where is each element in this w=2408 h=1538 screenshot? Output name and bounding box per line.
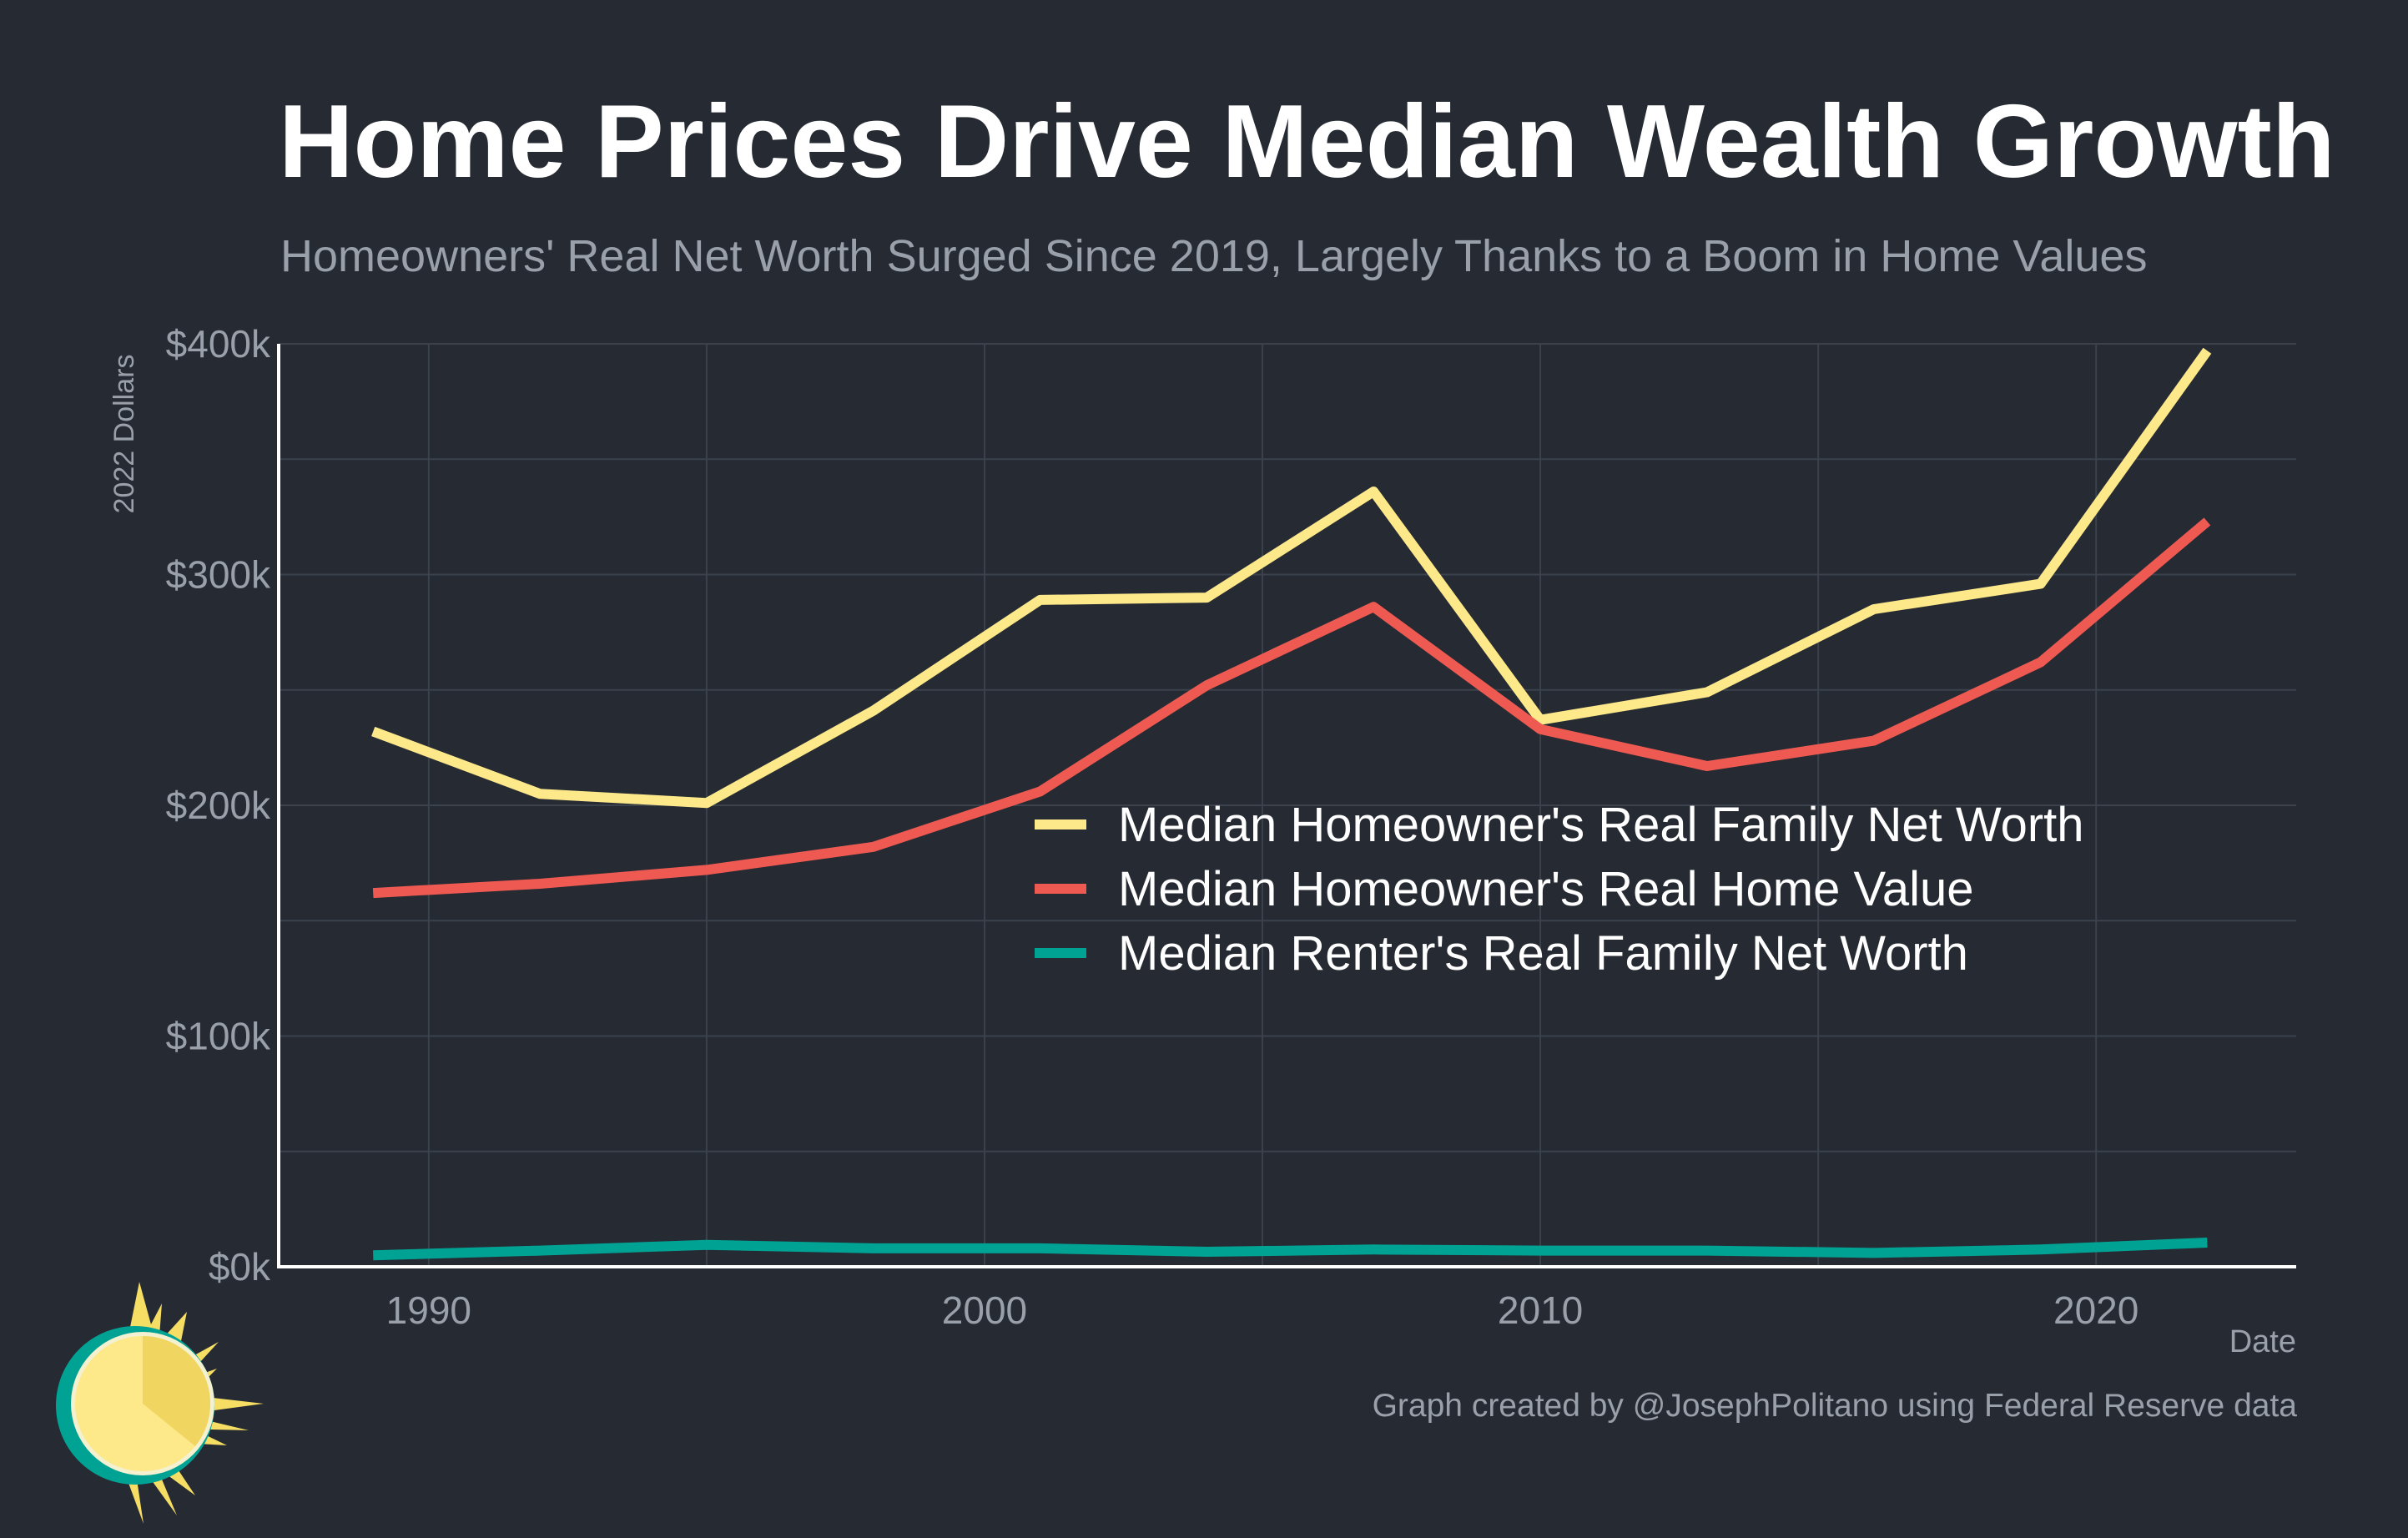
legend-label: Median Homeowner's Real Family Net Worth: [1118, 798, 2084, 852]
legend: Median Homeowner's Real Family Net Worth…: [1035, 798, 2084, 981]
source-caption: Graph created by @JosephPolitano using F…: [1372, 1388, 2297, 1424]
y-axis-label: 2022 Dollars: [108, 355, 140, 514]
y-tick-label: $300k: [166, 553, 271, 597]
legend-label: Median Renter's Real Family Net Worth: [1118, 926, 1968, 981]
chart-title: Home Prices Drive Median Wealth Growth: [279, 84, 2335, 199]
series-line-2: [372, 517, 2211, 899]
series-line-3: [373, 1238, 2208, 1261]
sun-logo-icon: [56, 1282, 264, 1524]
legend-label: Median Homeowner's Real Home Value: [1118, 862, 1973, 916]
series-line-1: [371, 347, 2212, 809]
x-tick-label: 2000: [942, 1288, 1027, 1332]
y-tick-label: $400k: [166, 322, 271, 366]
chart-subtitle: Homeowners' Real Net Worth Surged Since …: [280, 231, 2148, 281]
x-tick-label: 2020: [2053, 1288, 2138, 1332]
y-tick-label: $200k: [166, 784, 271, 827]
series-lines: [371, 347, 2212, 1261]
x-tick-label: 2010: [1498, 1288, 1583, 1332]
y-tick-label: $0k: [209, 1245, 271, 1288]
x-tick-label: 1990: [386, 1288, 471, 1332]
axes: $0k $100k $200k $300k $400k 1990 2000 2010 2020: [166, 322, 2296, 1332]
y-tick-label: $100k: [166, 1015, 271, 1058]
x-axis-label: Date: [2229, 1324, 2296, 1359]
